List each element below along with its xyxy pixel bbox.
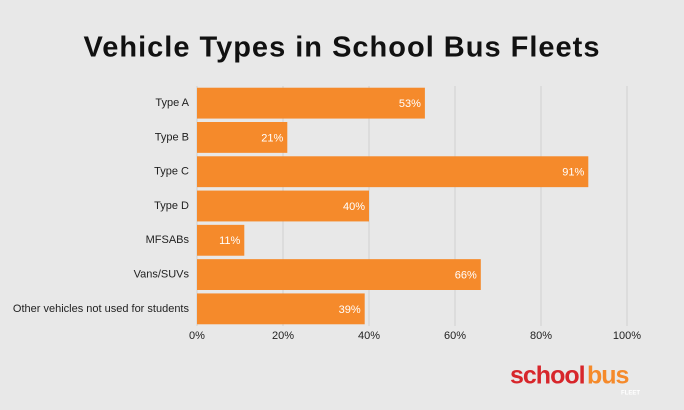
x-tick-label: 80% (530, 330, 552, 342)
x-tick-label: 40% (358, 330, 380, 342)
bar (197, 156, 589, 188)
x-tick-label: 60% (444, 330, 466, 342)
value-label: 66% (455, 269, 477, 281)
y-tick-label: Type A (155, 97, 189, 109)
logo: school bus FLEET (510, 362, 640, 397)
value-label: 91% (562, 167, 584, 179)
y-tick-label: Vans/SUVs (134, 268, 190, 280)
y-tick-label: Other vehicles not used for students (13, 303, 190, 315)
y-tick-label: MFSABs (146, 234, 190, 246)
x-tick-label: 100% (613, 330, 641, 342)
bar (197, 293, 365, 325)
x-tick-label: 0% (189, 330, 205, 342)
value-label: 40% (343, 201, 365, 213)
bar (197, 190, 369, 222)
x-tick-label: 20% (272, 330, 294, 342)
logo-bus: bus (587, 362, 629, 390)
y-tick-label: Type D (154, 200, 189, 212)
value-label: 39% (339, 304, 361, 316)
y-tick-label: Type C (154, 166, 189, 178)
bar (197, 259, 481, 290)
y-tick-label: Type B (155, 131, 189, 143)
bar (197, 87, 425, 119)
bar (197, 224, 245, 256)
value-label: 53% (399, 98, 421, 110)
logo-tagline: FLEET (621, 391, 640, 397)
chart-title: Vehicle Types in School Bus Fleets (84, 32, 601, 64)
logo-school: school (510, 362, 585, 390)
bar (197, 122, 288, 153)
value-label: 21% (261, 132, 283, 144)
value-label: 11% (219, 235, 240, 247)
